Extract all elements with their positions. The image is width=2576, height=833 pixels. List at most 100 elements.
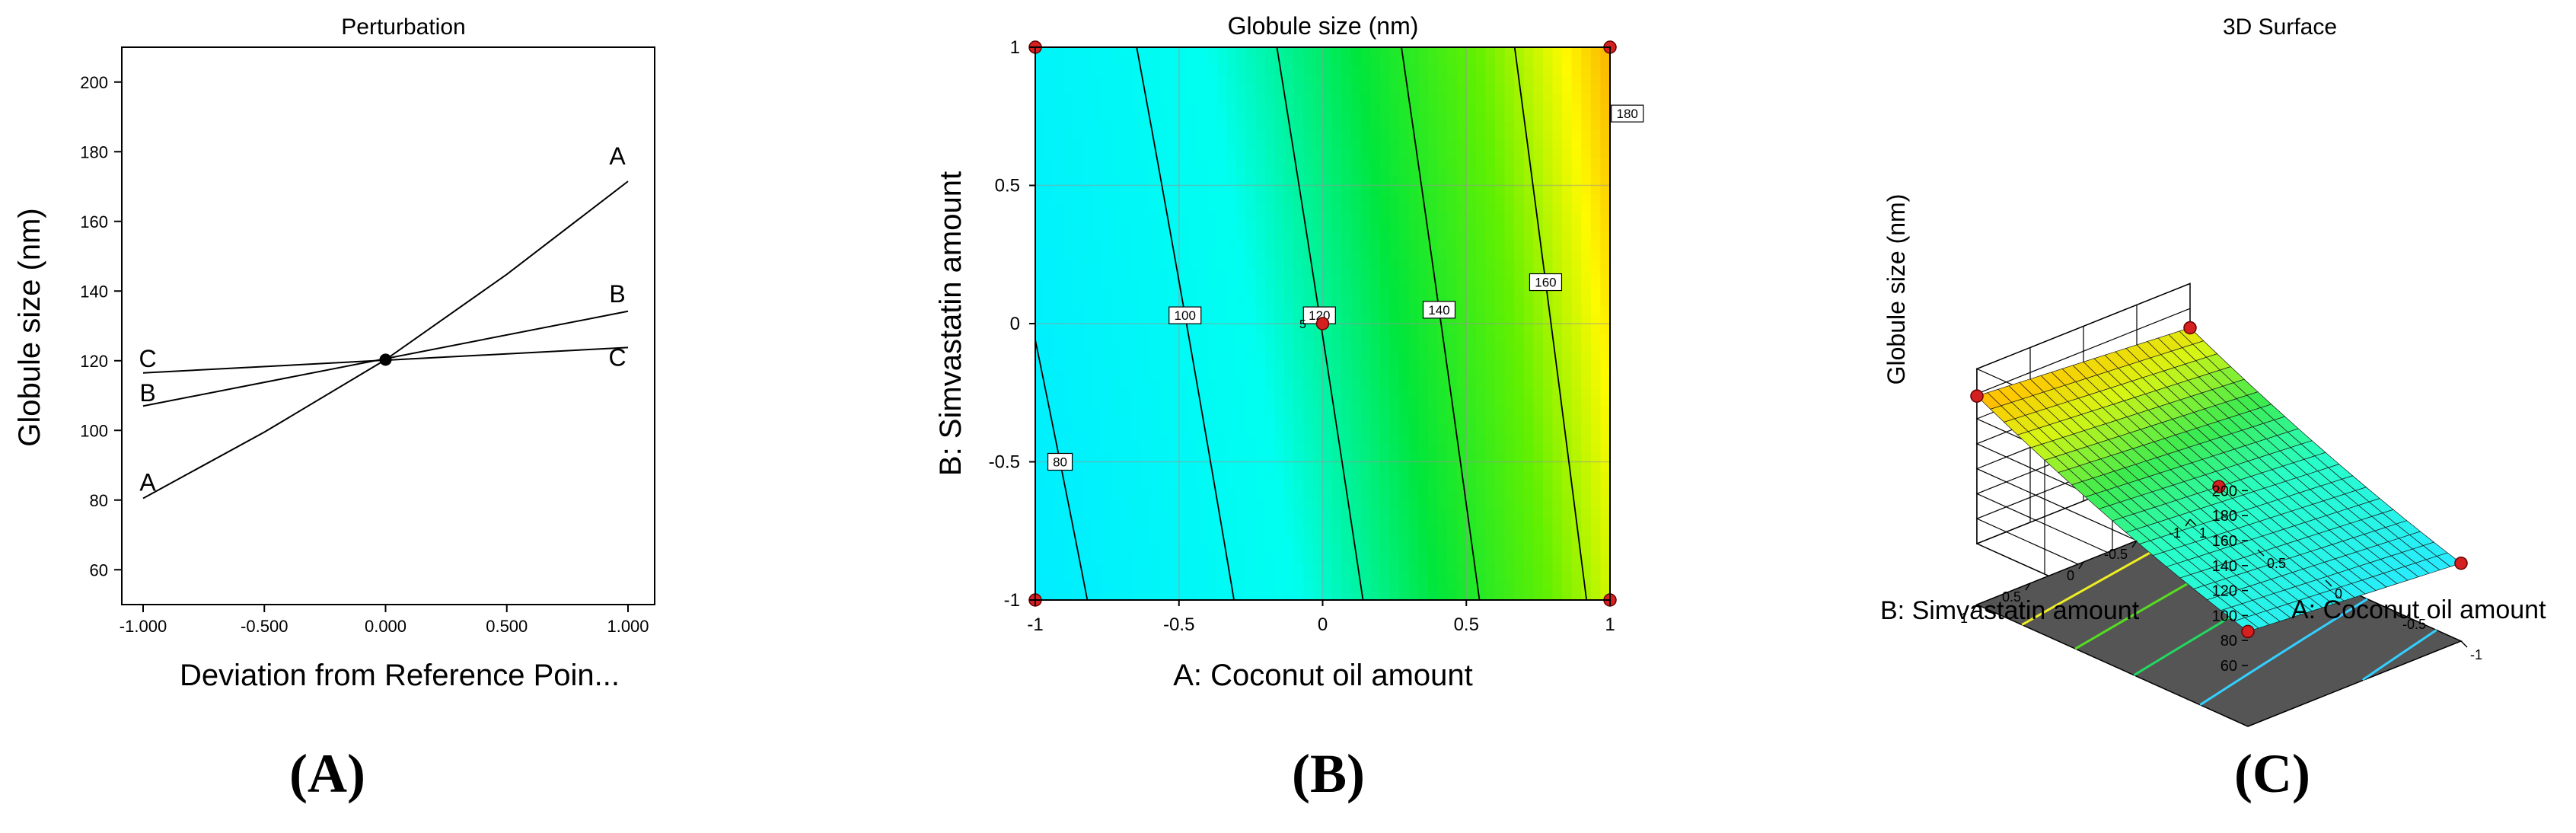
heat-cell	[1130, 139, 1142, 149]
heat-cell	[1495, 498, 1506, 509]
heat-cell	[1303, 443, 1314, 453]
heat-cell	[1495, 397, 1506, 407]
heat-cell	[1312, 461, 1324, 472]
heat-cell	[1169, 203, 1180, 214]
heat-cell	[1188, 268, 1199, 279]
heat-cell	[1197, 56, 1209, 66]
heat-cell	[1418, 572, 1429, 582]
heat-cell	[1303, 572, 1314, 582]
heat-cell	[1293, 351, 1304, 361]
heat-cell	[1082, 185, 1094, 196]
heat-cell	[1581, 56, 1592, 66]
heat-cell	[1245, 212, 1257, 223]
heat-cell	[1274, 93, 1285, 104]
contour-line-80	[1035, 336, 1089, 600]
a-tick-label: -1	[2470, 647, 2482, 662]
heat-cell	[1495, 526, 1506, 536]
heat-cell	[1399, 111, 1410, 122]
heat-cell	[1475, 544, 1487, 555]
heat-cell	[1073, 286, 1084, 297]
heat-cell	[1447, 498, 1458, 509]
heat-cell	[1226, 102, 1237, 113]
heat-cell	[1063, 563, 1074, 573]
heat-cell	[1226, 203, 1237, 214]
heat-cell	[1341, 176, 1352, 187]
heat-cell	[1514, 489, 1525, 499]
heat-cell	[1284, 268, 1295, 279]
heat-cell	[1102, 535, 1113, 545]
heat-cell	[1092, 185, 1103, 196]
heat-cell	[1571, 554, 1582, 564]
heat-cell	[1111, 388, 1122, 398]
x-tick-label: 1	[1605, 614, 1615, 635]
heat-cell	[1600, 480, 1610, 490]
heat-cell	[1581, 351, 1592, 361]
heat-cell	[1207, 351, 1218, 361]
heat-cell	[1274, 452, 1285, 463]
heat-cell	[1514, 259, 1525, 269]
heat-cell	[1111, 158, 1122, 168]
heat-cell	[1207, 158, 1218, 168]
heat-cell	[1265, 241, 1276, 251]
heat-cell	[1121, 47, 1132, 57]
heat-cell	[1197, 425, 1209, 435]
heat-cell	[1054, 47, 1065, 57]
heat-cell	[1562, 554, 1573, 564]
heat-cell	[1590, 333, 1602, 343]
heat-cell	[1054, 167, 1065, 177]
heat-cell	[1581, 489, 1592, 499]
heat-cell	[1370, 378, 1381, 389]
y-tick-label: 80	[90, 491, 108, 510]
heat-cell	[1159, 102, 1170, 113]
heat-cell	[1552, 222, 1563, 232]
heat-cell	[1284, 489, 1295, 499]
heat-cell	[1121, 517, 1132, 527]
heat-cell	[1111, 102, 1122, 113]
y-tick-label: 180	[80, 142, 108, 161]
heat-cell	[1197, 526, 1209, 536]
heat-cell	[1073, 93, 1084, 104]
heat-cell	[1360, 563, 1372, 573]
heat-cell	[1140, 231, 1151, 241]
heat-cell	[1514, 342, 1525, 352]
heat-cell	[1495, 129, 1506, 140]
heat-cell	[1341, 259, 1352, 269]
heat-cell	[1427, 369, 1439, 380]
heat-cell	[1360, 489, 1372, 499]
heat-cell	[1035, 425, 1046, 435]
heat-cell	[1207, 554, 1218, 564]
heat-cell	[1274, 563, 1285, 573]
heat-cell	[1389, 508, 1400, 518]
heat-cell	[1303, 102, 1314, 113]
heat-cell	[1475, 314, 1487, 324]
heat-cell	[1207, 369, 1218, 380]
heat-cell	[1351, 351, 1362, 361]
heat-cell	[1504, 452, 1515, 463]
heat-cell	[1360, 241, 1372, 251]
heat-cell	[1590, 416, 1602, 426]
heat-cell	[1035, 120, 1046, 131]
heat-cell	[1495, 139, 1506, 149]
heat-cell	[1044, 471, 1055, 481]
heat-cell	[1236, 572, 1247, 582]
heat-cell	[1226, 277, 1237, 288]
heat-cell	[1552, 590, 1563, 600]
heat-cell	[1044, 268, 1055, 279]
heat-cell	[1063, 360, 1074, 371]
heat-cell	[1389, 434, 1400, 444]
heat-cell	[1600, 452, 1610, 463]
heat-cell	[1447, 277, 1458, 288]
heat-cell	[1188, 535, 1199, 545]
heat-cell	[1102, 148, 1113, 158]
heat-cell	[1207, 268, 1218, 279]
heat-cell	[1054, 75, 1065, 85]
heat-cell	[1322, 176, 1333, 187]
heat-cell	[1236, 554, 1247, 564]
heat-cell	[1169, 139, 1180, 149]
heat-cell	[1389, 563, 1400, 573]
heat-cell	[1312, 378, 1324, 389]
heat-cell	[1533, 480, 1544, 490]
heat-cell	[1351, 342, 1362, 352]
heat-cell	[1054, 480, 1065, 490]
heat-cell	[1178, 194, 1189, 205]
